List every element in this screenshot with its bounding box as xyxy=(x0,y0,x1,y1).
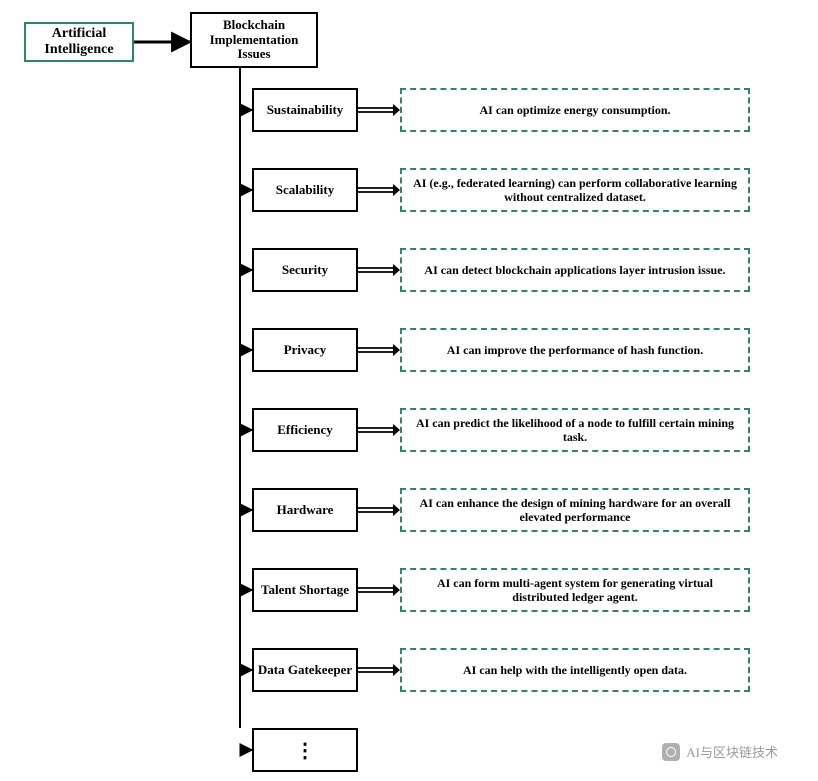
detail-box: AI can enhance the design of mining hard… xyxy=(400,488,750,532)
detail-label: AI can predict the likelihood of a node … xyxy=(410,416,740,445)
issue-label: Scalability xyxy=(276,183,335,198)
watermark-text: AI与区块链技术 xyxy=(686,742,778,761)
detail-label: AI can help with the intelligently open … xyxy=(463,663,687,677)
detail-label: AI can optimize energy consumption. xyxy=(480,103,671,117)
issue-box: Sustainability xyxy=(252,88,358,132)
watermark: AI与区块链技术 xyxy=(662,742,778,761)
issue-box: Privacy xyxy=(252,328,358,372)
detail-label: AI (e.g., federated learning) can perfor… xyxy=(410,176,740,205)
issue-label: Sustainability xyxy=(267,103,344,118)
issue-box: Efficiency xyxy=(252,408,358,452)
detail-box: AI can detect blockchain applications la… xyxy=(400,248,750,292)
detail-box: AI can predict the likelihood of a node … xyxy=(400,408,750,452)
issue-label: Talent Shortage xyxy=(261,583,349,598)
issue-label: Security xyxy=(282,263,328,278)
detail-box: AI can help with the intelligently open … xyxy=(400,648,750,692)
detail-box: AI (e.g., federated learning) can perfor… xyxy=(400,168,750,212)
root-ai-box: Artificial Intelligence xyxy=(24,22,134,62)
issue-box: Hardware xyxy=(252,488,358,532)
issue-box: Scalability xyxy=(252,168,358,212)
detail-label: AI can enhance the design of mining hard… xyxy=(410,496,740,525)
issue-box: Security xyxy=(252,248,358,292)
ellipsis-label: ⋮ xyxy=(295,738,315,763)
issue-label: Hardware xyxy=(277,503,334,518)
detail-box: AI can form multi-agent system for gener… xyxy=(400,568,750,612)
root-ai-label: Artificial Intelligence xyxy=(26,26,132,58)
detail-label: AI can improve the performance of hash f… xyxy=(447,343,703,357)
detail-box: AI can improve the performance of hash f… xyxy=(400,328,750,372)
issue-label: Privacy xyxy=(284,343,327,358)
root-blockchain-box: Blockchain Implementation Issues xyxy=(190,12,318,68)
issue-box: Data Gatekeeper xyxy=(252,648,358,692)
ellipsis-box: ⋮ xyxy=(252,728,358,772)
detail-label: AI can form multi-agent system for gener… xyxy=(410,576,740,605)
issue-label: Data Gatekeeper xyxy=(258,663,352,678)
detail-label: AI can detect blockchain applications la… xyxy=(424,263,725,277)
wechat-icon xyxy=(662,743,680,761)
issue-box: Talent Shortage xyxy=(252,568,358,612)
issue-label: Efficiency xyxy=(277,423,333,438)
detail-box: AI can optimize energy consumption. xyxy=(400,88,750,132)
root-blockchain-label: Blockchain Implementation Issues xyxy=(192,18,316,63)
